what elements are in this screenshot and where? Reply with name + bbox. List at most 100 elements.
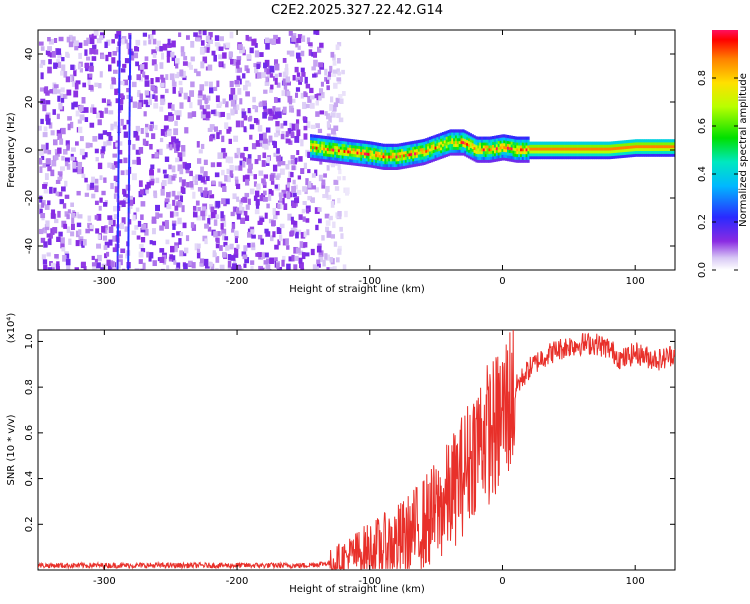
spectrogram-cell xyxy=(386,155,389,159)
spectrogram-cell xyxy=(271,38,276,45)
spectrogram-cell xyxy=(363,155,367,159)
spectrogram-cell xyxy=(624,151,627,155)
spectrogram-cell xyxy=(233,259,237,266)
spectrogram-cell xyxy=(295,52,301,59)
spectrogram-cell xyxy=(373,141,376,146)
spectrogram-cell xyxy=(127,236,130,242)
spectrogram-cell xyxy=(350,159,354,163)
spectrogram-cell xyxy=(376,148,380,152)
spectrogram-cell xyxy=(378,160,381,164)
snr-panel: -300 -200 -100 0 100 0.20.40.60.81.0 Height … xyxy=(6,313,676,595)
spectrogram-cell xyxy=(196,141,200,148)
x-tick-label: -200 xyxy=(226,576,249,587)
spectrogram-cell xyxy=(310,145,313,149)
spectrogram-cell xyxy=(140,128,144,134)
spectrogram-cell xyxy=(276,98,281,103)
spectrogram-cell xyxy=(482,150,486,155)
spectrogram-cell xyxy=(292,160,298,165)
spectrogram-cell xyxy=(347,147,350,151)
spectrogram-cell xyxy=(371,156,374,160)
spectrogram-cell xyxy=(419,145,422,149)
spectrogram-cell xyxy=(117,212,120,218)
spectrogram-cell xyxy=(356,145,359,149)
spectrogram-cell xyxy=(129,96,133,103)
spectrogram-cell xyxy=(638,153,642,157)
spectrogram-cell xyxy=(233,230,239,237)
spectrogram-cell xyxy=(573,150,577,154)
spectrogram-cell xyxy=(421,139,424,143)
spectrogram-cell xyxy=(128,145,131,151)
spectrogram-cell xyxy=(620,154,623,159)
spectrogram-cell xyxy=(174,205,179,211)
spectrogram-cell xyxy=(339,146,342,150)
spectrogram-cell xyxy=(473,149,476,153)
spectrogram-cell xyxy=(98,133,104,140)
spectrogram-cell xyxy=(434,134,437,138)
spectrogram-cell xyxy=(332,60,337,66)
spectrogram-cell xyxy=(440,132,443,136)
spectrogram-cell xyxy=(230,109,235,116)
spectrogram-cell xyxy=(510,141,513,145)
spectrogram-cell xyxy=(247,107,251,113)
spectrogram-cell xyxy=(402,148,406,152)
spectrogram-cell xyxy=(290,216,294,222)
spectrogram-cell xyxy=(427,137,430,141)
spectrogram-cell xyxy=(136,74,141,81)
spectrogram-cell xyxy=(287,177,292,183)
spectrogram-cell xyxy=(358,148,361,152)
spectrogram-cell xyxy=(117,145,120,151)
spectrogram-cell xyxy=(389,146,393,150)
spectrogram-cell xyxy=(577,156,580,160)
spectrogram-cell xyxy=(412,140,415,145)
spectrogram-cell xyxy=(350,153,354,157)
spectrogram-cell xyxy=(506,140,510,144)
spectrogram-cell xyxy=(294,92,299,98)
spectrogram-cell xyxy=(540,144,543,148)
spectrogram-cell xyxy=(278,234,283,242)
spectrogram-cell xyxy=(318,95,322,101)
spectrogram-cell xyxy=(128,111,131,117)
spectrogram-cell xyxy=(375,159,378,163)
spectrogram-cell xyxy=(672,144,675,149)
spectrogram-cell xyxy=(328,215,333,221)
spectrogram-cell xyxy=(464,141,467,145)
spectrogram-cell xyxy=(462,140,465,145)
x-tick-label: -300 xyxy=(93,276,116,287)
spectrogram-cell xyxy=(454,143,458,147)
spectrogram-cell xyxy=(103,245,108,250)
spectrogram-cell xyxy=(40,118,44,125)
spectrogram-cell xyxy=(336,160,339,164)
spectrogram-cell xyxy=(327,71,332,77)
spectrogram-cell xyxy=(330,142,333,146)
spectrogram-cell xyxy=(466,136,469,141)
spectrogram-cell xyxy=(290,155,295,160)
spectrogram-cell xyxy=(568,147,571,151)
spectrogram-cell xyxy=(471,154,474,158)
spectrogram-cell xyxy=(633,142,636,146)
spectrogram-cell xyxy=(127,219,132,225)
spectrogram-cell xyxy=(401,163,404,167)
spectrogram-cell xyxy=(657,153,660,157)
spectrogram-cell xyxy=(210,263,215,270)
spectrogram-cell xyxy=(317,128,323,134)
spectrogram-cell xyxy=(78,42,83,49)
spectrogram-cell xyxy=(300,232,306,239)
spectrogram-cell xyxy=(503,148,506,152)
spectrogram-cell xyxy=(118,34,121,40)
spectrogram-cell xyxy=(128,164,131,170)
spectrogram-cell xyxy=(531,147,534,151)
spectrogram-cell xyxy=(247,198,251,206)
spectrogram-cell xyxy=(592,150,595,154)
spectrogram-cell xyxy=(646,147,649,152)
spectrogram-cell xyxy=(397,152,400,156)
spectrogram-cell xyxy=(56,129,61,136)
spectrogram-cell xyxy=(332,157,335,161)
spectrogram-cell xyxy=(482,145,486,149)
spectrogram-cell xyxy=(116,255,119,261)
spectrogram-cell xyxy=(240,217,246,224)
spectrogram-cell xyxy=(624,148,627,153)
spectrogram-cell xyxy=(519,156,523,160)
spectrogram-cell xyxy=(151,153,155,159)
spectrogram-cell xyxy=(527,148,530,152)
